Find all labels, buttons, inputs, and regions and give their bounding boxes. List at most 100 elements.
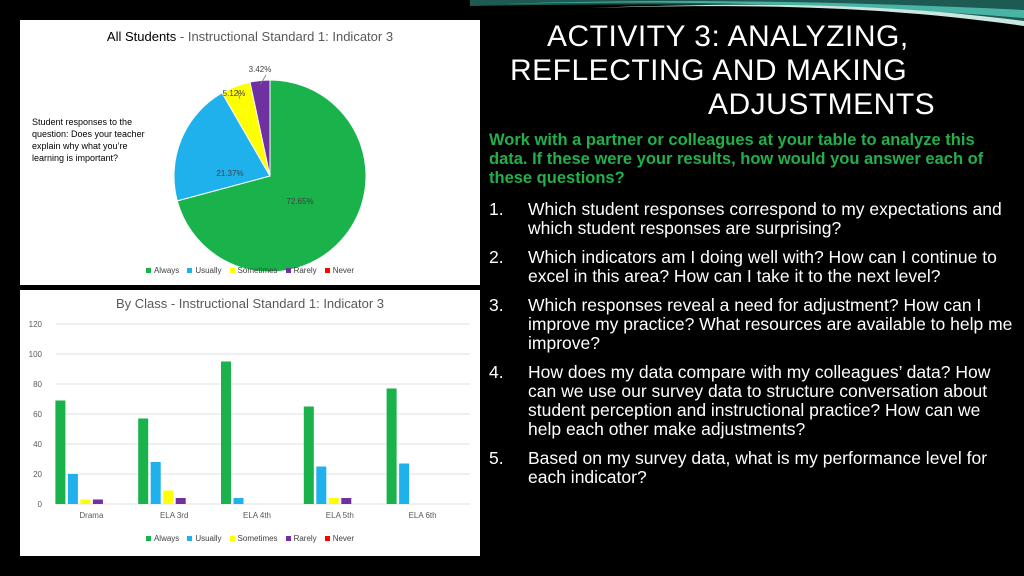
- pie-chart-panel: All Students - Instructional Standard 1:…: [20, 20, 480, 285]
- y-tick-label: 60: [33, 410, 42, 419]
- pie-chart: 72.65% 21.37% 5.12% 3.42%: [173, 65, 367, 273]
- question-item: 4. How does my data compare with my colle…: [489, 363, 1014, 439]
- pie-legend-label: Sometimes: [237, 266, 278, 275]
- question-number: 1.: [489, 199, 504, 219]
- question-item: 5. Based on my survey data, what is my pe…: [489, 449, 1014, 487]
- bar-legend-swatch: [324, 536, 330, 542]
- pie-legend-label: Never: [332, 266, 355, 275]
- bar-legend-label: Usually: [195, 534, 222, 543]
- bar-usually: [150, 462, 161, 504]
- question-item: 2. Which indicators am I doing well with?…: [489, 248, 1014, 286]
- pie-leader-line: [236, 89, 241, 100]
- y-tick-label: 80: [33, 380, 42, 389]
- pie-legend-label: Rarely: [293, 266, 317, 275]
- bar-always: [138, 418, 149, 504]
- question-number: 4.: [489, 362, 504, 382]
- pie-legend-swatch: [145, 268, 151, 274]
- title-line-3: ADJUSTMENTS: [708, 88, 936, 121]
- bar-legend-label: Sometimes: [237, 534, 278, 543]
- bar-usually: [67, 474, 78, 504]
- pie-legend-label: Usually: [195, 266, 222, 275]
- title-line-1: ACTIVITY 3: ANALYZING,: [547, 20, 909, 53]
- pie-legend: Always Usually Sometimes Rarely Never: [20, 266, 480, 275]
- bar-legend-swatch: [145, 536, 151, 542]
- bar-legend-item: Never: [324, 534, 355, 543]
- instructions-text: Work with a partner or colleagues at you…: [489, 131, 984, 187]
- bar-legend: Always Usually Sometimes Rarely Never: [20, 534, 480, 543]
- bar-legend-swatch: [285, 536, 291, 542]
- question-number: 3.: [489, 295, 504, 315]
- question-number: 2.: [489, 247, 504, 267]
- pie-slice-rarely: [249, 79, 271, 177]
- title-line-2: REFLECTING AND MAKING: [510, 54, 908, 87]
- question-text: Which indicators am I doing well with? H…: [528, 247, 997, 286]
- question-list: 1. Which student responses correspond to …: [489, 200, 1014, 497]
- x-tick-label: Drama: [79, 511, 104, 520]
- question-number: 5.: [489, 448, 504, 468]
- bar-usually: [233, 498, 244, 504]
- bar-sometimes: [80, 499, 91, 504]
- bar-usually: [316, 466, 327, 504]
- pie-title-sub: - Instructional Standard 1: Indicator 3: [176, 29, 394, 44]
- bar-legend-item: Sometimes: [229, 534, 278, 543]
- pie-legend-label: Always: [153, 266, 180, 275]
- pie-data-label: 5.12%: [223, 89, 246, 98]
- question-text: Which responses reveal a need for adjust…: [528, 295, 1013, 353]
- question-text: How does my data compare with my colleag…: [528, 362, 991, 439]
- y-tick-label: 40: [33, 440, 42, 449]
- bar-legend-item: Rarely: [285, 534, 317, 543]
- pie-legend-swatch: [187, 268, 193, 274]
- pie-title-main: All Students: [106, 29, 177, 44]
- pie-legend-swatch: [324, 268, 330, 274]
- pie-data-label: 72.65%: [286, 197, 313, 206]
- y-tick-label: 100: [29, 350, 43, 359]
- bar-chart-panel: By Class - Instructional Standard 1: Ind…: [20, 290, 480, 556]
- pie-legend-swatch: [285, 268, 291, 274]
- bar-always: [386, 388, 397, 504]
- bar-sometimes: [328, 498, 339, 504]
- y-tick-label: 20: [33, 470, 42, 479]
- pie-leader-line: [260, 74, 267, 85]
- pie-data-label: 21.37%: [216, 169, 243, 178]
- bar-always: [221, 361, 231, 504]
- bar-always: [55, 400, 66, 504]
- y-tick-label: 0: [38, 500, 43, 509]
- y-tick-label: 120: [29, 320, 43, 329]
- pie-legend-item: Usually: [187, 266, 222, 275]
- bar-sometimes: [163, 490, 174, 504]
- bar-legend-swatch: [187, 536, 193, 542]
- bar-usually: [399, 463, 410, 504]
- question-text: Which student responses correspond to my…: [528, 199, 1002, 238]
- bar-legend-item: Always: [145, 534, 180, 543]
- pie-legend-item: Sometimes: [229, 266, 278, 275]
- bar-rarely: [175, 498, 186, 504]
- slide-title: ACTIVITY 3: ANALYZING, REFLECTING AND MA…: [480, 20, 940, 122]
- bar-rarely: [341, 498, 352, 504]
- x-tick-label: ELA 5th: [326, 511, 354, 520]
- pie-legend-item: Always: [145, 266, 180, 275]
- x-tick-label: ELA 4th: [243, 511, 271, 520]
- bar-legend-label: Always: [153, 534, 180, 543]
- pie-slice-usually: [173, 92, 271, 202]
- bar-legend-swatch: [229, 536, 235, 542]
- bar-chart-title: By Class - Instructional Standard 1: Ind…: [115, 296, 385, 311]
- question-text: Based on my survey data, what is my perf…: [528, 448, 988, 487]
- bar-legend-label: Never: [332, 534, 355, 543]
- bar-chart: 0 20 40 60 80 100 120 Drama ELA 3rd ELA 4th ELA 5t…: [29, 320, 470, 520]
- x-tick-label: ELA 3rd: [160, 511, 188, 520]
- pie-legend-swatch: [229, 268, 235, 274]
- pie-question-note: Student responses to the question: Does …: [32, 117, 145, 163]
- pie-chart-title: All Students - Instructional Standard 1:…: [20, 29, 480, 44]
- pie-legend-item: Rarely: [285, 266, 317, 275]
- pie-data-label: 3.42%: [249, 65, 272, 74]
- bar-legend-label: Rarely: [293, 534, 317, 543]
- question-item: 1. Which student responses correspond to …: [489, 200, 1014, 238]
- pie-slice-always: [176, 79, 367, 273]
- question-item: 3. Which responses reveal a need for adju…: [489, 296, 1014, 353]
- pie-legend-item: Never: [324, 266, 355, 275]
- x-tick-label: ELA 6th: [409, 511, 437, 520]
- bar-rarely: [92, 499, 103, 504]
- bar-legend-item: Usually: [187, 534, 222, 543]
- decorative-swoosh: [470, 0, 1024, 26]
